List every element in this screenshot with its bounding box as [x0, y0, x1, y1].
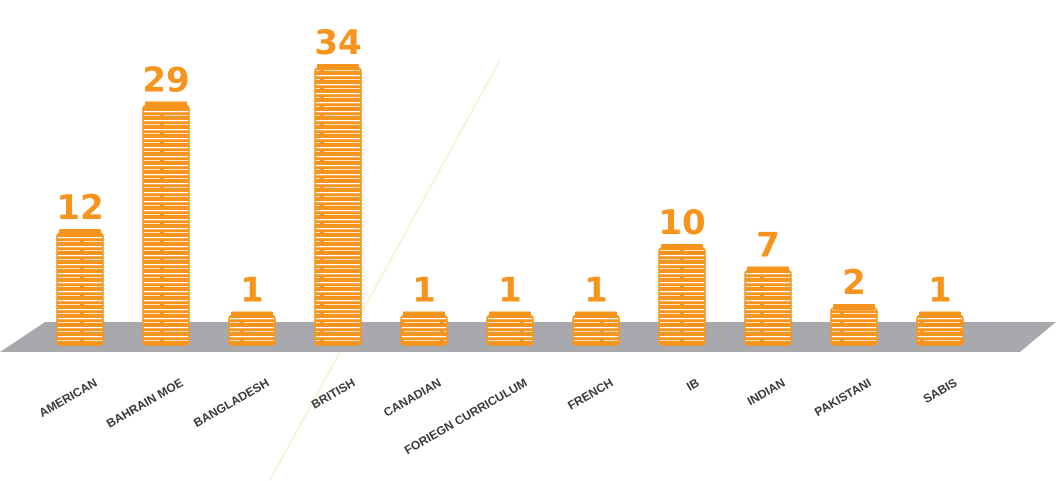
x-tick-label: INDIAN	[745, 375, 788, 408]
book-stack	[228, 314, 276, 346]
x-tick-label: SABIS	[921, 375, 960, 405]
book-stack	[572, 314, 620, 346]
value-label: 1	[584, 271, 608, 311]
top-book	[403, 311, 445, 318]
value-label: 10	[658, 203, 705, 243]
book-stack	[142, 104, 190, 346]
top-book	[489, 311, 531, 318]
value-label: 7	[756, 226, 780, 266]
top-book	[833, 304, 875, 310]
book-stack	[400, 314, 448, 346]
value-label: 34	[314, 23, 361, 63]
value-label: 1	[498, 271, 522, 311]
book-stack	[744, 269, 792, 346]
book-stack	[56, 232, 104, 346]
top-book	[919, 311, 961, 318]
x-tick-label: AMERICAN	[36, 375, 99, 419]
value-label: 1	[412, 271, 436, 311]
top-book	[575, 311, 617, 318]
x-tick-label: CANADIAN	[381, 375, 443, 419]
value-label: 2	[842, 263, 866, 303]
decor-line	[269, 59, 501, 481]
x-tick-label: PAKISTANI	[812, 375, 873, 419]
book-stack	[916, 314, 964, 346]
top-book	[59, 229, 101, 235]
book-stack	[658, 247, 706, 346]
x-tick-label: BANGLADESH	[191, 375, 271, 429]
top-book	[747, 266, 789, 273]
top-book	[145, 101, 187, 108]
book-stack	[830, 307, 878, 346]
top-book	[661, 244, 703, 250]
x-tick-label: BAHRAIN MOE	[104, 375, 185, 430]
top-book	[231, 311, 273, 318]
top-book	[317, 64, 359, 70]
x-tick-label: IB	[684, 375, 702, 393]
book-stack	[314, 67, 362, 346]
value-label: 1	[928, 271, 952, 311]
value-label: 12	[56, 188, 103, 228]
x-tick-label: FRENCH	[565, 375, 615, 412]
book-stack	[486, 314, 534, 346]
value-label: 29	[142, 61, 189, 101]
value-label: 1	[240, 271, 264, 311]
